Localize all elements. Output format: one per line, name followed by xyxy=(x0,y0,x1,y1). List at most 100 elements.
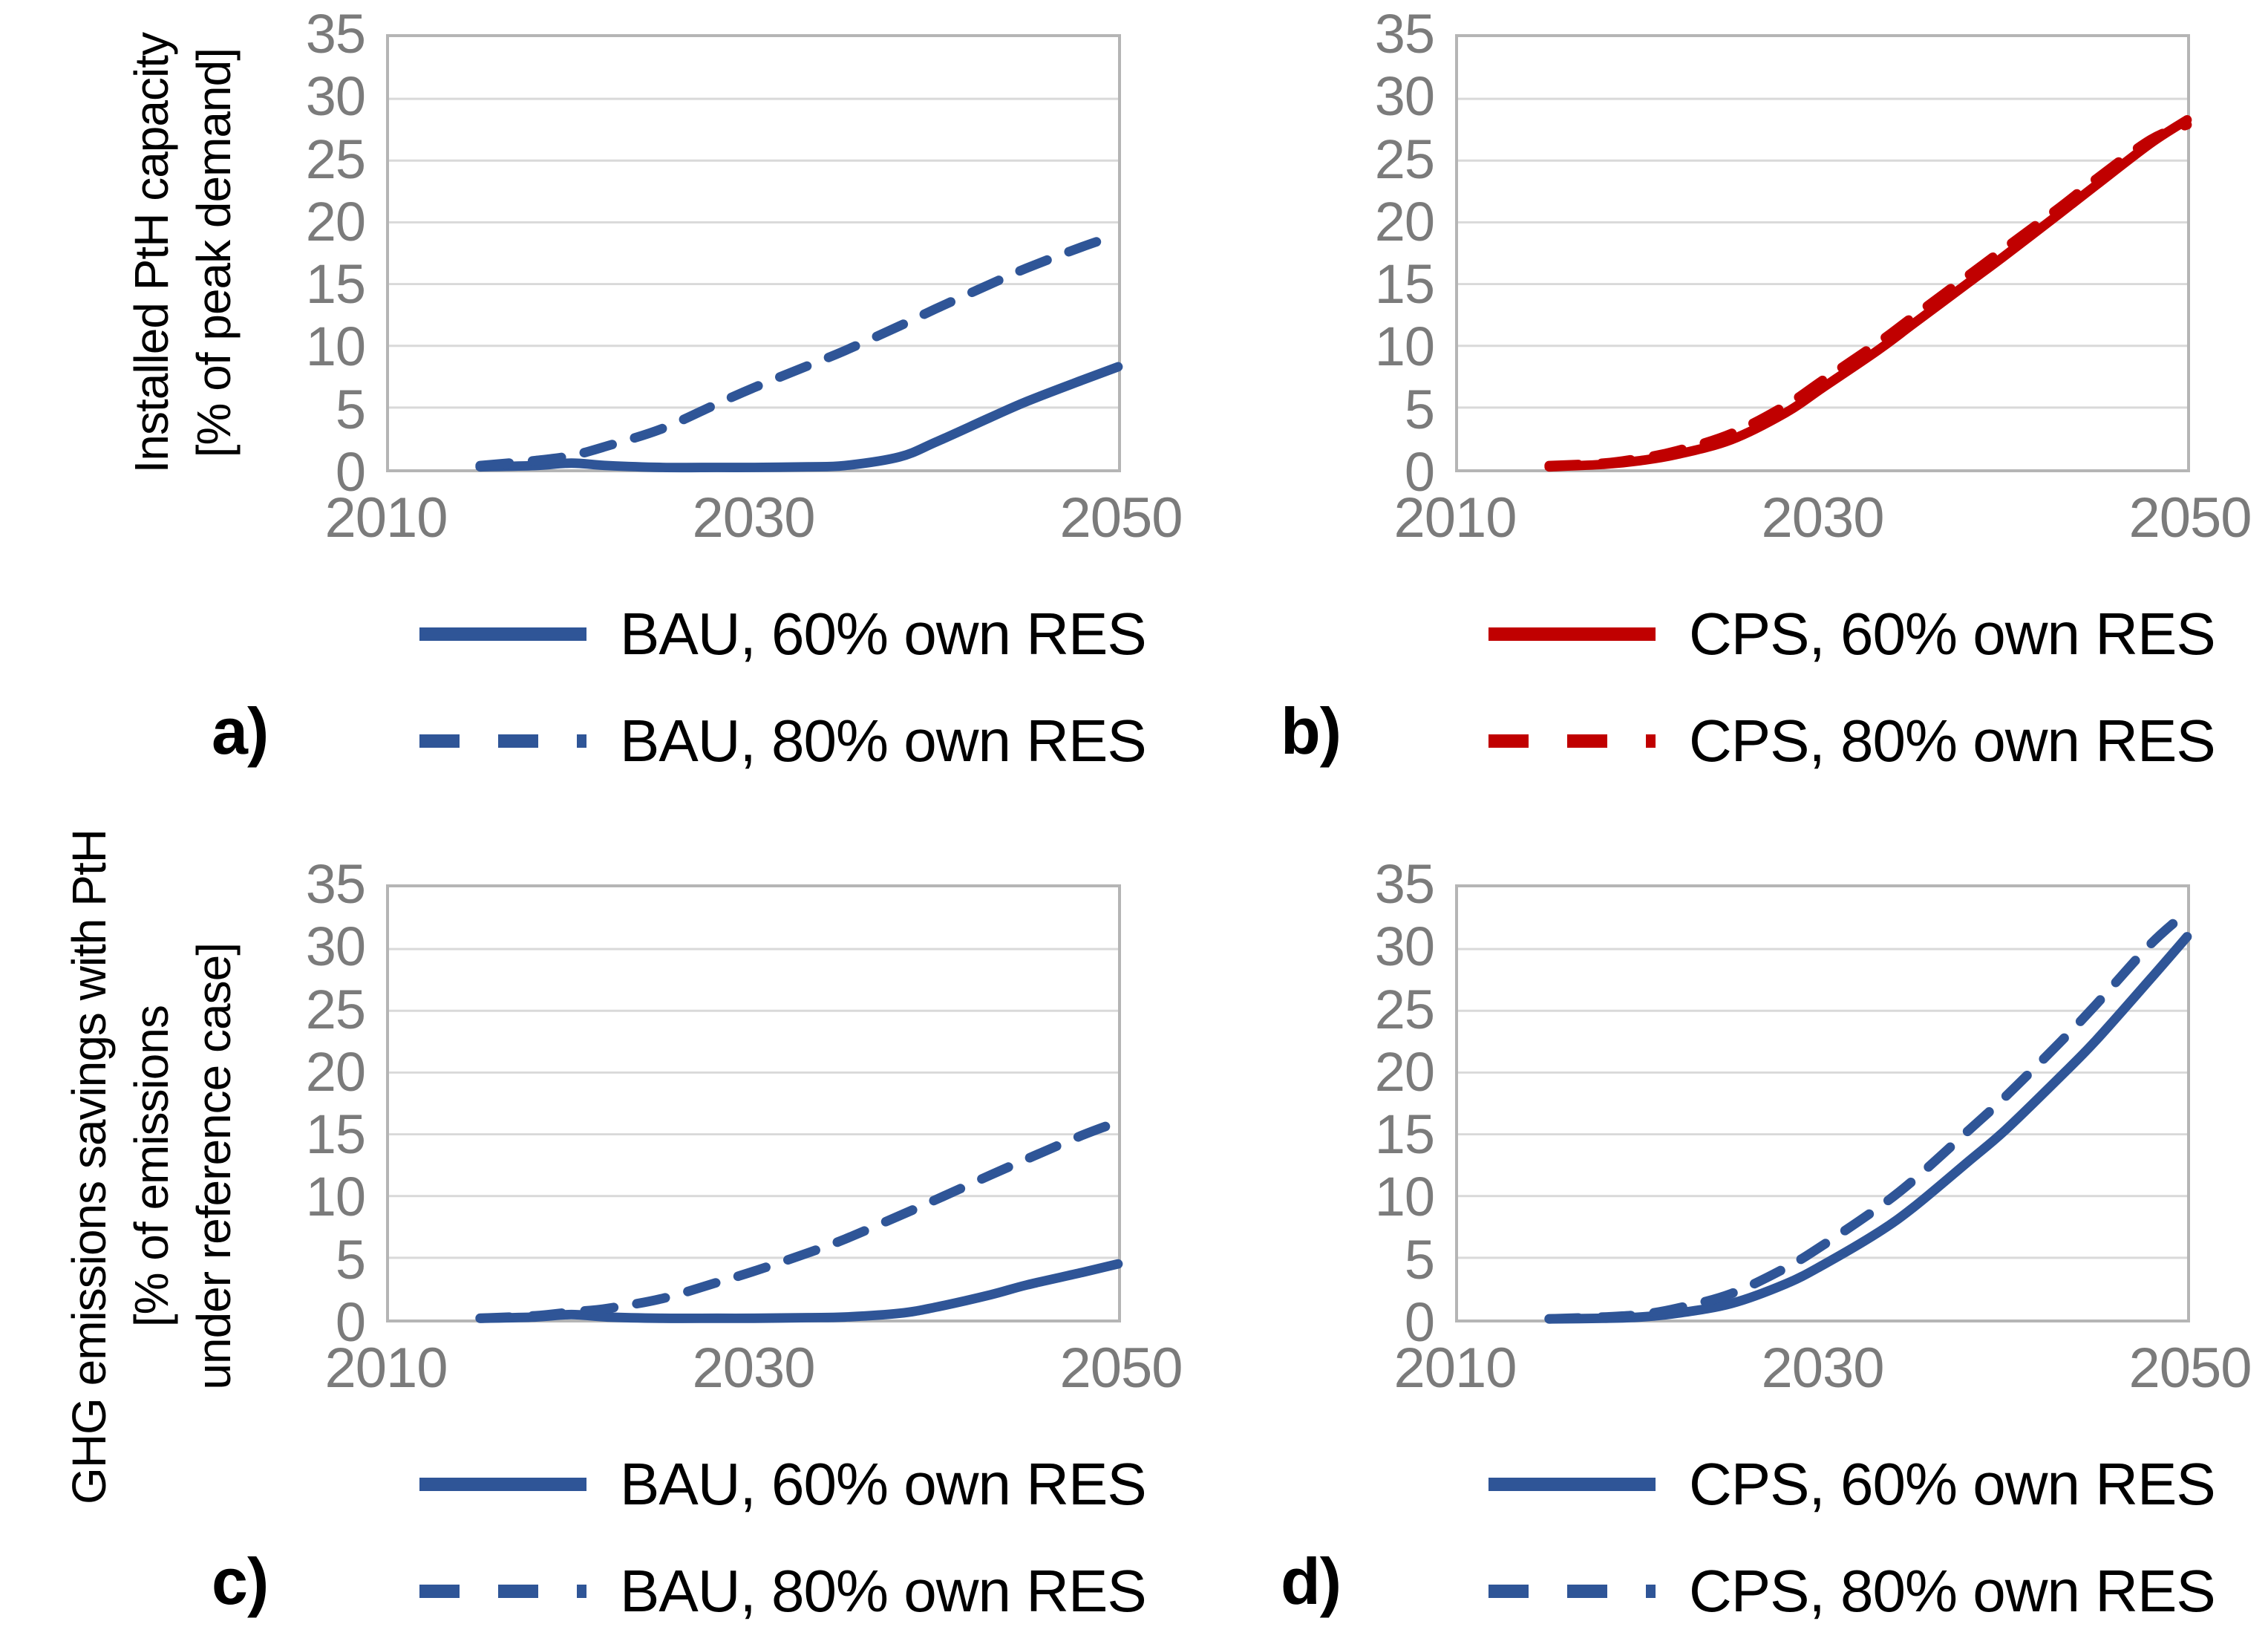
legend-item: CPS, 60% own RES xyxy=(1488,1449,2216,1520)
y-tick-label: 20 xyxy=(305,190,366,252)
y-tick-label: 20 xyxy=(1374,1040,1435,1103)
y-tick-label: 35 xyxy=(305,3,366,65)
y-axis-title-top: Installed PtH capacity [% of peak demand… xyxy=(0,33,245,474)
y-tick-label: 10 xyxy=(305,1166,366,1228)
x-tick-label: 2030 xyxy=(692,1337,815,1400)
legend-label: BAU, 60% own RES xyxy=(620,1451,1147,1517)
figure-row-bottom: GHG emissions savings with PtH [% of emi… xyxy=(0,829,2268,1627)
legend-d: d) CPS, 60% own RES CPS, 80% own RES xyxy=(1281,1449,2216,1627)
y-tick-label: 0 xyxy=(1404,441,1435,503)
panel-b: 0 5 10 15 20 25 30 35 2010 2030 2050 b) CPS, 60% … xyxy=(1281,7,2252,777)
y-tick-label: 15 xyxy=(1374,1103,1435,1166)
x-tick-label: 2010 xyxy=(1393,486,1517,549)
y-tick-label: 25 xyxy=(305,978,366,1040)
x-tick-label: 2030 xyxy=(1761,1337,1884,1400)
line-chart-b xyxy=(1458,97,2192,472)
y-axis-title-bottom: GHG emissions savings with PtH [% of emi… xyxy=(0,829,245,1504)
legend-label: CPS, 60% own RES xyxy=(1689,601,2216,667)
y-axis-ticks: 0 5 10 15 20 25 30 35 xyxy=(1314,7,1455,500)
y-tick-label: 5 xyxy=(1404,378,1435,440)
y-tick-label: 10 xyxy=(1374,316,1435,378)
x-tick-label: 2050 xyxy=(2128,486,2252,549)
x-axis-ticks: 2010 2030 2050 xyxy=(1393,486,2252,558)
y-axis-ticks: 0 5 10 15 20 25 30 35 xyxy=(245,7,386,500)
y-tick-label: 15 xyxy=(305,1103,366,1166)
series-line-solid xyxy=(475,362,1123,473)
legend-item: BAU, 80% own RES xyxy=(419,705,1147,777)
plot-area-a: 2010 2030 2050 xyxy=(324,34,1183,547)
panel-a: 0 5 10 15 20 25 30 35 2010 2030 2050 a) BAU, 60% … xyxy=(212,7,1183,777)
y-tick-label: 35 xyxy=(1374,853,1435,915)
panel-letter-d: d) xyxy=(1281,1544,1341,1618)
legend-label: CPS, 80% own RES xyxy=(1689,708,2216,774)
x-tick-label: 2010 xyxy=(324,1337,448,1400)
y-tick-label: 5 xyxy=(335,378,366,440)
legend-label: BAU, 60% own RES xyxy=(620,601,1147,667)
legend-c: c) BAU, 60% own RES BAU, 80% own RES xyxy=(212,1449,1147,1627)
y-tick-label: 30 xyxy=(1374,916,1435,978)
x-tick-label: 2050 xyxy=(1059,1337,1183,1400)
y-tick-label: 25 xyxy=(305,128,366,190)
y-axis-title-line: Installed PtH capacity xyxy=(125,33,178,474)
legend-line-sample-dashed xyxy=(1488,1585,1656,1598)
y-tick-label: 30 xyxy=(1374,65,1435,128)
chart-zone-b: 0 5 10 15 20 25 30 35 2010 2030 2050 xyxy=(1314,7,2252,547)
legend-item: BAU, 60% own RES xyxy=(419,598,1147,670)
legend-label: CPS, 80% own RES xyxy=(1689,1558,2216,1624)
panel-d: 0 5 10 15 20 25 30 35 2010 2030 2050 d) CPS, 60% … xyxy=(1281,857,2252,1627)
y-tick-label: 30 xyxy=(305,65,366,128)
x-axis-ticks: 2010 2030 2050 xyxy=(1393,1337,2252,1409)
y-axis-title-line: GHG emissions savings with PtH xyxy=(62,829,116,1504)
legend-a: a) BAU, 60% own RES BAU, 80% own RES xyxy=(212,598,1147,777)
x-tick-label: 2050 xyxy=(2128,1337,2252,1400)
legend-item: CPS, 60% own RES xyxy=(1488,598,2216,670)
panel-letter-a: a) xyxy=(212,694,269,768)
legend-item: BAU, 80% own RES xyxy=(419,1556,1147,1627)
legend-label: BAU, 80% own RES xyxy=(620,708,1147,774)
y-axis-ticks: 0 5 10 15 20 25 30 35 xyxy=(1314,857,1455,1350)
legend-items: BAU, 60% own RES BAU, 80% own RES xyxy=(419,1449,1147,1627)
y-tick-label: 20 xyxy=(1374,190,1435,252)
x-tick-label: 2030 xyxy=(1761,486,1884,549)
legend-item: CPS, 80% own RES xyxy=(1488,705,2216,777)
y-tick-label: 0 xyxy=(335,1291,366,1353)
chart-zone-d: 0 5 10 15 20 25 30 35 2010 2030 2050 xyxy=(1314,857,2252,1397)
legend-label: CPS, 60% own RES xyxy=(1689,1451,2216,1517)
line-chart-a xyxy=(389,97,1123,473)
panel-c: 0 5 10 15 20 25 30 35 2010 2030 2050 c) BAU, 60% … xyxy=(212,857,1183,1627)
series-line-dashed xyxy=(475,1117,1123,1323)
y-tick-label: 25 xyxy=(1374,978,1435,1040)
line-chart-d xyxy=(1458,907,2192,1324)
legend-line-sample-dashed xyxy=(419,734,586,748)
chart-zone-a: 0 5 10 15 20 25 30 35 2010 2030 2050 xyxy=(245,7,1183,547)
legend-b: b) CPS, 60% own RES CPS, 80% own RES xyxy=(1281,598,2216,777)
y-tick-label: 35 xyxy=(1374,3,1435,65)
x-axis-ticks: 2010 2030 2050 xyxy=(324,1337,1183,1409)
plot-area-d: 2010 2030 2050 xyxy=(1393,884,2252,1397)
panel-letter-b: b) xyxy=(1281,694,1341,768)
x-tick-label: 2050 xyxy=(1059,486,1183,549)
panel-letter-c: c) xyxy=(212,1544,269,1618)
y-tick-label: 35 xyxy=(305,853,366,915)
plot-area-b: 2010 2030 2050 xyxy=(1393,34,2252,547)
y-tick-label: 15 xyxy=(305,253,366,316)
y-axis-ticks: 0 5 10 15 20 25 30 35 xyxy=(245,857,386,1350)
y-tick-label: 15 xyxy=(1374,253,1435,316)
x-tick-label: 2030 xyxy=(692,486,815,549)
legend-item: BAU, 60% own RES xyxy=(419,1449,1147,1520)
series-line-dashed xyxy=(475,229,1123,471)
series-line-solid xyxy=(475,1259,1123,1323)
y-tick-label: 0 xyxy=(335,441,366,503)
legend-line-sample-dashed xyxy=(1488,734,1656,748)
chart-zone-c: 0 5 10 15 20 25 30 35 2010 2030 2050 xyxy=(245,857,1183,1397)
series-line-solid xyxy=(1544,932,2192,1324)
y-tick-label: 5 xyxy=(335,1228,366,1291)
legend-line-sample-solid xyxy=(1488,627,1656,641)
series-line-dashed xyxy=(1544,907,2192,1324)
y-tick-label: 30 xyxy=(305,916,366,978)
y-tick-label: 20 xyxy=(305,1040,366,1103)
series-line-solid xyxy=(1544,114,2192,472)
y-tick-label: 25 xyxy=(1374,128,1435,190)
y-axis-title-line: [% of emissions xyxy=(125,1005,178,1328)
y-tick-label: 0 xyxy=(1404,1291,1435,1353)
